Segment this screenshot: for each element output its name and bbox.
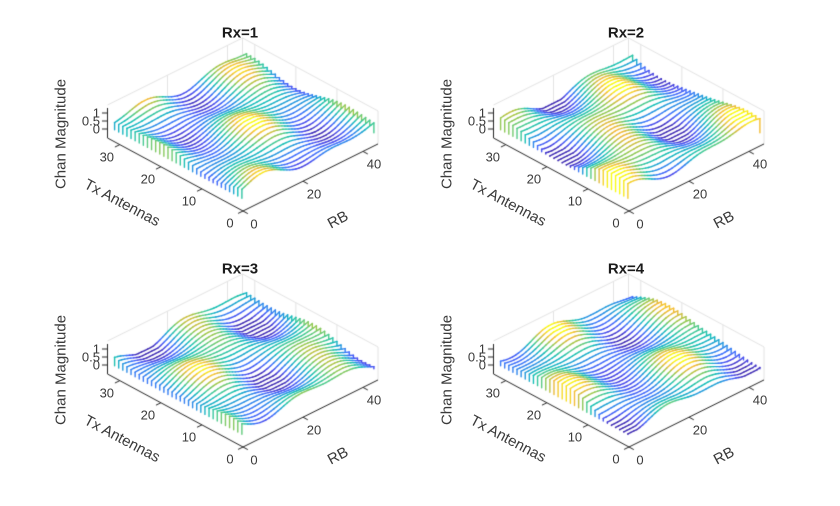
x-tick-label: 40 — [752, 156, 768, 172]
y-tick-label: 30 — [485, 149, 501, 165]
subplot-title: Rx=3 — [221, 260, 259, 278]
x-tick-label: 20 — [692, 186, 708, 202]
z-axis-label: Chan Magnitude — [438, 78, 456, 190]
y-tick-label: 20 — [140, 407, 156, 423]
z-tick-label: 0.5 — [81, 349, 100, 365]
x-tick-label: 0 — [250, 216, 258, 232]
z-tick-label: 1 — [92, 105, 100, 121]
z-tick-label: 0.5 — [81, 113, 100, 129]
x-tick-label: 0 — [636, 452, 644, 468]
z-axis-label: Chan Magnitude — [52, 314, 70, 426]
x-tick-label: 40 — [366, 392, 382, 408]
y-tick-label: 0 — [612, 451, 620, 467]
y-tick-label: 0 — [226, 451, 234, 467]
subplot-title: Rx=2 — [607, 24, 645, 42]
z-tick-label: 1 — [478, 105, 486, 121]
y-tick-label: 20 — [140, 171, 156, 187]
subplot-title: Rx=1 — [221, 24, 259, 42]
z-axis-label: Chan Magnitude — [438, 314, 456, 426]
z-tick-label: 0 — [478, 121, 486, 137]
x-tick-label: 40 — [366, 156, 382, 172]
y-tick-label: 30 — [99, 385, 115, 401]
x-tick-label: 0 — [250, 452, 258, 468]
z-tick-label: 1 — [92, 341, 100, 357]
y-tick-label: 10 — [181, 193, 197, 209]
y-tick-label: 0 — [226, 215, 234, 231]
z-tick-label: 0.5 — [467, 349, 486, 365]
x-tick-label: 0 — [636, 216, 644, 232]
x-tick-label: 20 — [692, 422, 708, 438]
y-tick-label: 30 — [99, 149, 115, 165]
y-tick-label: 30 — [485, 385, 501, 401]
z-tick-label: 1 — [478, 341, 486, 357]
z-tick-label: 0 — [92, 121, 100, 137]
z-tick-label: 0 — [92, 357, 100, 373]
y-tick-label: 10 — [567, 193, 583, 209]
x-tick-label: 20 — [306, 186, 322, 202]
y-tick-label: 20 — [526, 171, 542, 187]
y-tick-label: 20 — [526, 407, 542, 423]
z-tick-label: 0 — [478, 357, 486, 373]
y-tick-label: 10 — [567, 429, 583, 445]
x-tick-label: 40 — [752, 392, 768, 408]
subplot-title: Rx=4 — [607, 260, 645, 278]
y-tick-label: 0 — [612, 215, 620, 231]
y-tick-label: 10 — [181, 429, 197, 445]
z-axis-label: Chan Magnitude — [52, 78, 70, 190]
x-tick-label: 20 — [306, 422, 322, 438]
z-tick-label: 0.5 — [467, 113, 486, 129]
